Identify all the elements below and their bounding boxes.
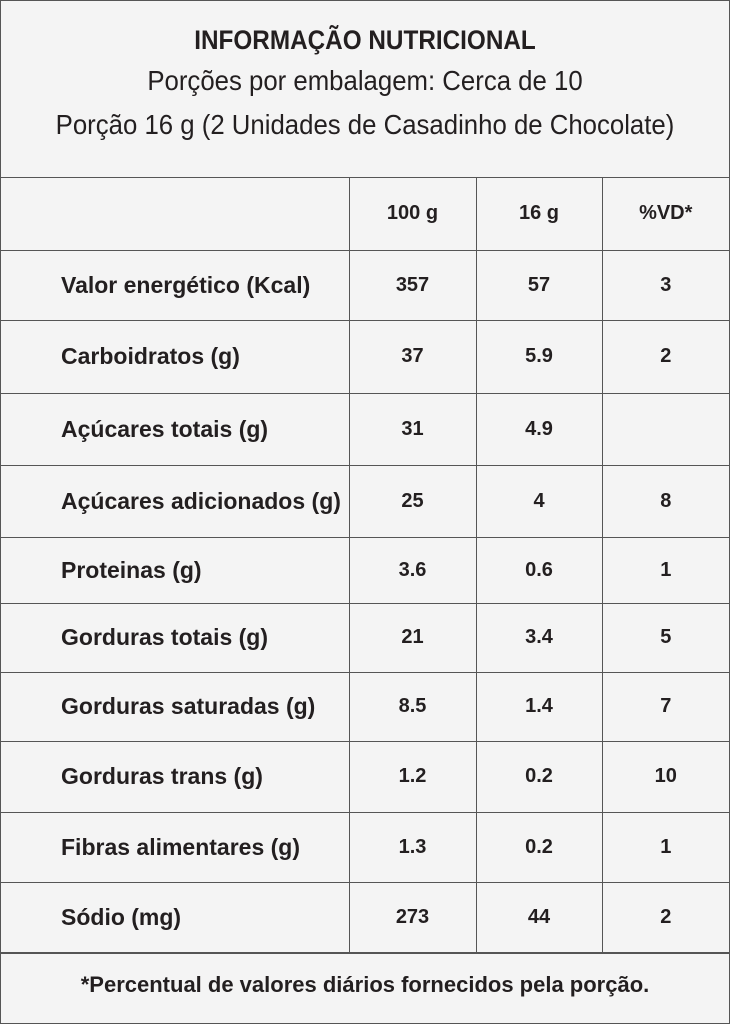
- value-cell: 8: [601, 464, 729, 538]
- column-header: %VD*: [601, 178, 729, 251]
- value-cell: 1.3: [348, 811, 477, 883]
- nutrient-row: Sódio (mg) 273 44 2: [1, 881, 729, 953]
- value-cell: 4.9: [475, 392, 603, 466]
- value-cell: 1.2: [348, 740, 477, 813]
- value-cell: 5: [601, 602, 729, 673]
- nutrient-row: Gorduras trans (g) 1.2 0.2 10: [1, 740, 729, 813]
- value-cell: 37: [348, 319, 477, 394]
- nutrient-label: Valor energético (Kcal): [1, 249, 350, 321]
- nutrient-label: Gorduras totais (g): [1, 602, 350, 673]
- column-header: 16 g: [475, 178, 603, 251]
- nutrient-row: Valor energético (Kcal) 357 57 3: [1, 249, 729, 321]
- value-cell: 273: [348, 881, 477, 953]
- column-header: 100 g: [348, 178, 477, 251]
- value-cell: 1: [601, 811, 729, 883]
- nutrient-label: Sódio (mg): [1, 881, 350, 953]
- servings: Porções por embalagem: Cerca de 10: [147, 65, 583, 96]
- header: INFORMAÇÃO NUTRICIONAL Porções por embal…: [1, 1, 729, 178]
- nutrient-row: Carboidratos (g) 37 5.9 2: [1, 319, 729, 394]
- empty-cell: [1, 178, 350, 251]
- nutrient-label: Açúcares totais (g): [1, 392, 350, 466]
- value-cell: 57: [475, 249, 603, 321]
- nutrient-label: Proteinas (g): [1, 536, 350, 604]
- nutrient-label: Gorduras trans (g): [1, 740, 350, 813]
- nutrient-label: Gorduras saturadas (g): [1, 671, 350, 742]
- nutrient-row: Açúcares adicionados (g) 25 4 8: [1, 464, 729, 538]
- nutrient-row: Fibras alimentares (g) 1.3 0.2 1: [1, 811, 729, 883]
- nutrition-table: 100 g 16 g %VD* Valor energético (Kcal) 357 5…: [1, 178, 729, 953]
- nutrient-label: Açúcares adicionados (g): [1, 464, 350, 538]
- footnote: *Percentual de valores diários fornecido…: [1, 953, 729, 1024]
- value-cell: [601, 392, 729, 466]
- value-cell: 1.4: [475, 671, 603, 742]
- nutrient-row: Gorduras totais (g) 21 3.4 5: [1, 602, 729, 673]
- portion: Porção 16 g (2 Unidades de Casadinho de …: [55, 109, 675, 140]
- value-cell: 357: [348, 249, 477, 321]
- nutrient-row: Proteinas (g) 3.6 0.6 1: [1, 536, 729, 604]
- value-cell: 0.6: [475, 536, 603, 604]
- value-cell: 0.2: [475, 740, 603, 813]
- value-cell: 3: [601, 249, 729, 321]
- value-cell: 8.5: [348, 671, 477, 742]
- value-cell: 1: [601, 536, 729, 604]
- nutrient-label: Carboidratos (g): [1, 319, 350, 394]
- value-cell: 31: [348, 392, 477, 466]
- value-cell: 21: [348, 602, 477, 673]
- value-cell: 4: [475, 464, 603, 538]
- value-cell: 0.2: [475, 811, 603, 883]
- value-cell: 2: [601, 319, 729, 394]
- value-cell: 7: [601, 671, 729, 742]
- value-cell: 2: [601, 881, 729, 953]
- value-cell: 25: [348, 464, 477, 538]
- header-row: 100 g 16 g %VD*: [1, 178, 729, 251]
- nutrient-row: Açúcares totais (g) 31 4.9: [1, 392, 729, 466]
- value-cell: 3.4: [475, 602, 603, 673]
- title: INFORMAÇÃO NUTRICIONAL: [194, 25, 536, 55]
- value-cell: 44: [475, 881, 603, 953]
- nutrient-label: Fibras alimentares (g): [1, 811, 350, 883]
- nutrient-row: Gorduras saturadas (g) 8.5 1.4 7: [1, 671, 729, 742]
- value-cell: 10: [601, 740, 729, 813]
- value-cell: 3.6: [348, 536, 477, 604]
- value-cell: 5.9: [475, 319, 603, 394]
